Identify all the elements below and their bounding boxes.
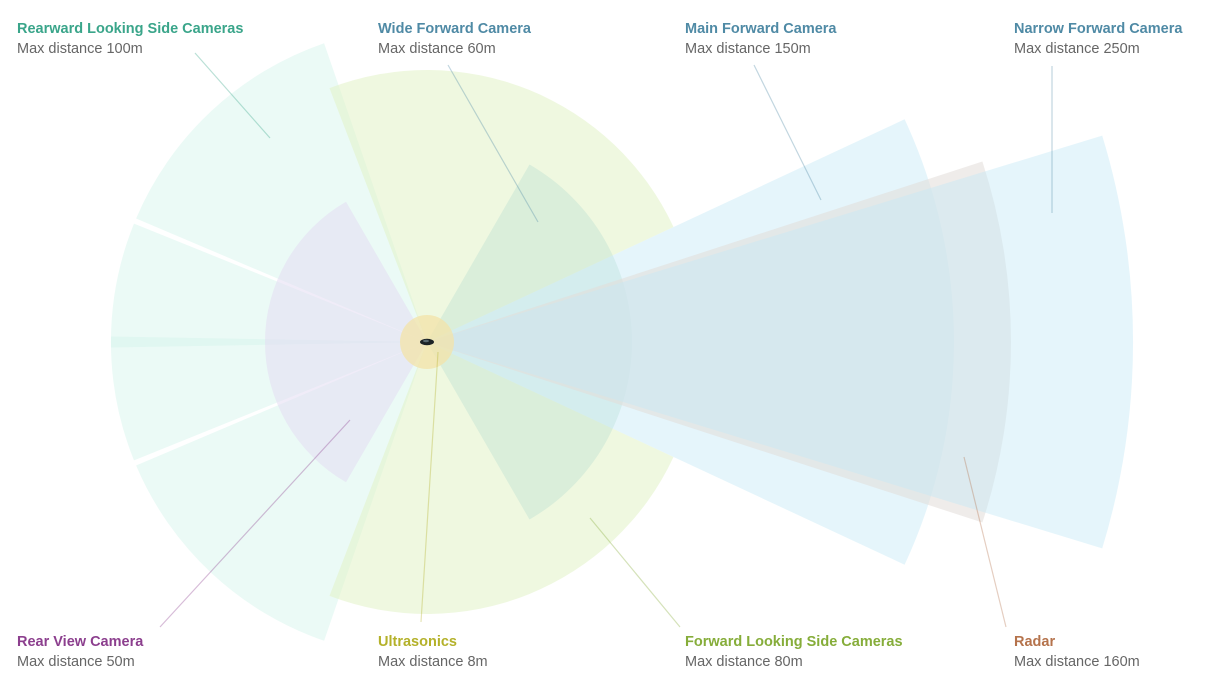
sensor-distance: Max distance 250m <box>1014 41 1140 57</box>
label-rearward-side-cameras: Rearward Looking Side Cameras Max distan… <box>17 19 243 59</box>
main-forward-leader-line <box>753 64 822 201</box>
sensor-name: Ultrasonics <box>378 634 457 650</box>
radar-wedge <box>427 161 1011 523</box>
sensor-distance: Max distance 80m <box>685 654 803 670</box>
wide-forward-leader-line <box>447 64 539 223</box>
label-main-forward-camera: Main Forward Camera Max distance 150m <box>685 19 837 59</box>
rear-view-camera-wedge <box>264 201 427 483</box>
sensor-distance: Max distance 160m <box>1014 654 1140 670</box>
label-narrow-forward-camera: Narrow Forward Camera Max distance 250m <box>1014 19 1182 59</box>
forward-side-camera-upper-wedge <box>329 70 674 342</box>
forward-side-leader-line <box>589 517 681 628</box>
sensor-distance: Max distance 100m <box>17 41 143 57</box>
car-icon <box>420 338 434 346</box>
label-forward-side-cameras: Forward Looking Side Cameras Max distanc… <box>685 632 903 672</box>
sensor-name: Narrow Forward Camera <box>1014 21 1183 37</box>
coverage-areas <box>110 43 1134 641</box>
sensor-name: Wide Forward Camera <box>378 21 531 37</box>
narrow-forward-camera-wedge <box>427 135 1134 549</box>
sensor-distance: Max distance 50m <box>17 654 135 670</box>
sensor-name: Radar <box>1014 634 1056 650</box>
sensor-distance: Max distance 60m <box>378 41 496 57</box>
label-wide-forward-camera: Wide Forward Camera Max distance 60m <box>378 19 531 59</box>
rear-view-leader-line <box>159 419 351 628</box>
label-rear-view-camera: Rear View Camera Max distance 50m <box>17 632 143 672</box>
sensor-name: Rear View Camera <box>17 634 144 650</box>
radar-leader-line <box>963 456 1007 628</box>
sensor-name: Rearward Looking Side Cameras <box>17 21 244 37</box>
sensor-distance: Max distance 150m <box>685 41 811 57</box>
label-ultrasonics: Ultrasonics Max distance 8m <box>378 632 488 672</box>
ultrasonics-leader-line <box>420 351 439 623</box>
sensor-name: Main Forward Camera <box>685 21 837 37</box>
leader-lines <box>159 52 1053 628</box>
sensor-distance: Max distance 8m <box>378 654 488 670</box>
sensor-name: Forward Looking Side Cameras <box>685 634 903 650</box>
rearward-side-leader-line <box>194 52 271 139</box>
forward-side-camera-lower-wedge <box>329 342 674 614</box>
label-radar: Radar Max distance 160m <box>1014 632 1140 672</box>
